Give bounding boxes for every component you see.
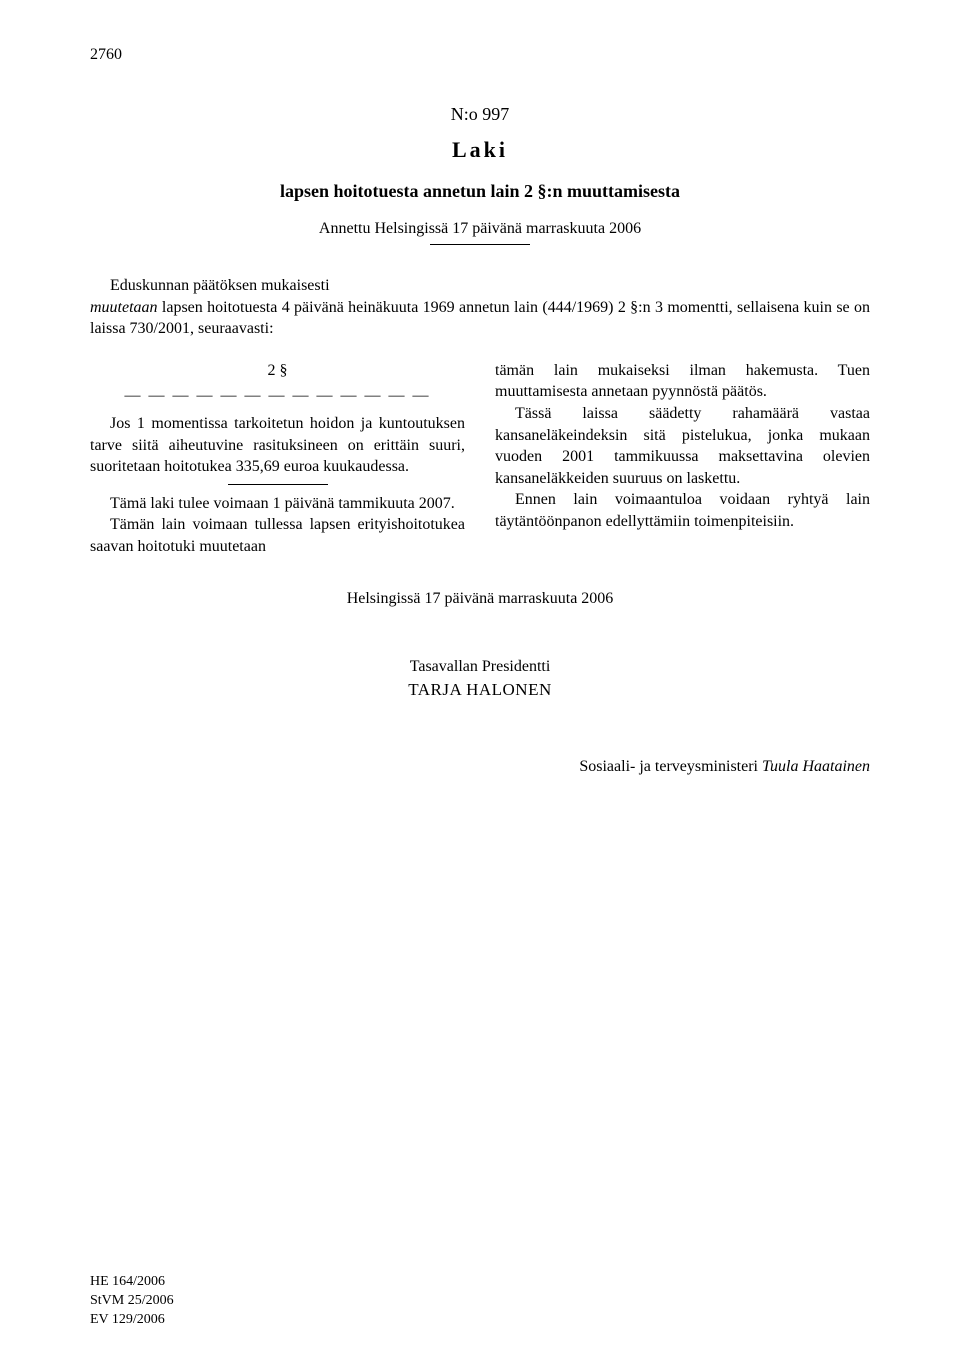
footer-ref-1: HE 164/2006: [90, 1273, 174, 1292]
right-para-2: Tässä laissa säädetty rahamäärä vastaa k…: [495, 403, 870, 489]
divider: [430, 244, 530, 245]
left-column: 2 § — — — — — — — — — — — — — Jos 1 mome…: [90, 360, 465, 558]
preamble-lead: Eduskunnan päätöksen mukaisesti: [110, 277, 330, 294]
document-type: Laki: [90, 137, 870, 163]
right-column: tämän lain mukaiseksi ilman hakemusta. T…: [495, 360, 870, 558]
countersign-name: Tuula Haatainen: [762, 758, 870, 775]
section-label: 2 §: [90, 360, 465, 382]
signature-name: TARJA HALONEN: [90, 680, 870, 700]
footer-references: HE 164/2006 StVM 25/2006 EV 129/2006: [90, 1273, 174, 1330]
preamble-verb: muutetaan: [90, 299, 158, 316]
given-line: Annettu Helsingissä 17 päivänä marraskuu…: [90, 220, 870, 238]
footer-ref-2: StVM 25/2006: [90, 1292, 174, 1311]
right-para-1: tämän lain mukaiseksi ilman hakemusta. T…: [495, 360, 870, 403]
left-para-2: Tämä laki tulee voimaan 1 päivänä tammik…: [90, 493, 465, 515]
signature-title: Tasavallan Presidentti: [90, 658, 870, 676]
ellipsis-dashes: — — — — — — — — — — — — —: [90, 385, 465, 407]
body-columns: 2 § — — — — — — — — — — — — — Jos 1 mome…: [90, 360, 870, 558]
document-page: 2760 N:o 997 Laki lapsen hoitotuesta ann…: [0, 0, 960, 1370]
preamble-text: lapsen hoitotuesta 4 päivänä heinäkuuta …: [90, 299, 870, 338]
right-para-3: Ennen lain voimaantuloa voidaan ryhtyä l…: [495, 489, 870, 532]
document-number: N:o 997: [90, 104, 870, 125]
document-title: lapsen hoitotuesta annetun lain 2 §:n mu…: [90, 181, 870, 202]
left-para-3: Tämän lain voimaan tullessa lapsen erity…: [90, 514, 465, 557]
countersign-role: Sosiaali- ja terveysministeri: [579, 758, 762, 775]
countersignature: Sosiaali- ja terveysministeri Tuula Haat…: [90, 758, 870, 776]
footer-ref-3: EV 129/2006: [90, 1311, 174, 1330]
left-para-1: Jos 1 momentissa tarkoitetun hoidon ja k…: [90, 413, 465, 478]
page-number: 2760: [90, 46, 870, 64]
divider-small: [228, 484, 328, 485]
signature-block: Tasavallan Presidentti TARJA HALONEN: [90, 658, 870, 700]
preamble: Eduskunnan päätöksen mukaisesti muutetaa…: [90, 275, 870, 340]
signed-place: Helsingissä 17 päivänä marraskuuta 2006: [90, 590, 870, 608]
